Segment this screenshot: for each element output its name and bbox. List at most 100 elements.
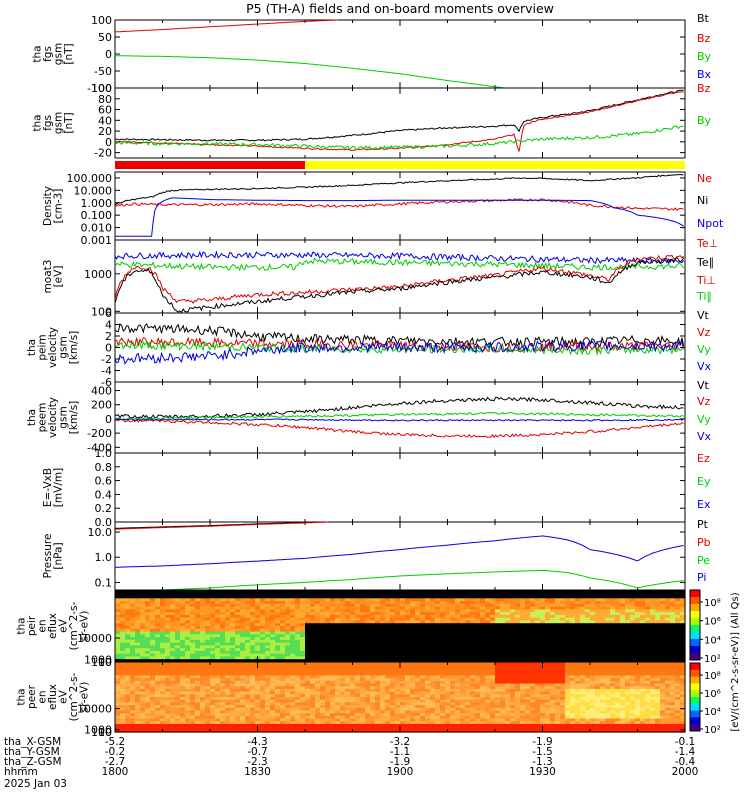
heatmap-cell: [340, 648, 346, 652]
heatmap-cell: [195, 664, 201, 668]
heatmap-cell: [325, 678, 331, 682]
heatmap-cell: [595, 634, 601, 638]
heatmap-cell: [625, 614, 631, 619]
heatmap-cell: [140, 713, 146, 717]
heatmap-cell: [175, 603, 181, 608]
heatmap-cell: [285, 670, 291, 674]
heatmap-cell: [365, 721, 371, 725]
heatmap-cell: [540, 653, 546, 658]
heatmap-cell: [205, 686, 211, 690]
heatmap-cell: [170, 614, 176, 619]
heatmap-cell: [310, 642, 316, 646]
heatmap-cell: [480, 620, 486, 624]
heatmap-cell: [270, 614, 276, 619]
heatmap-cell: [125, 617, 131, 622]
heatmap-cell: [310, 628, 316, 633]
heatmap-cell: [345, 718, 351, 722]
heatmap-cell: [240, 664, 246, 668]
heatmap-cell: [550, 653, 556, 658]
heatmap-cell: [265, 601, 271, 605]
heatmap-cell: [530, 631, 536, 635]
heatmap-cell: [585, 634, 591, 638]
y-tick-label: 40: [98, 114, 112, 127]
heatmap-cell: [390, 713, 396, 717]
heatmap-cell: [180, 606, 186, 610]
heatmap-cell: [530, 628, 536, 633]
heatmap-cell: [200, 688, 206, 693]
heatmap-cell: [215, 656, 221, 660]
heatmap-cell: [410, 705, 416, 709]
heatmap-cell: [140, 614, 146, 619]
heatmap-cell: [200, 653, 206, 658]
heatmap-cell: [470, 592, 476, 597]
heatmap-cell: [320, 648, 326, 652]
heatmap-cell: [430, 592, 436, 597]
heatmap-cell: [455, 595, 461, 599]
heatmap-cell: [230, 631, 236, 635]
heatmap-cell: [400, 694, 406, 698]
heatmap-cell: [405, 667, 411, 671]
heatmap-cell: [180, 707, 186, 712]
heatmap-cell: [225, 697, 231, 701]
heatmap-cell: [320, 590, 326, 594]
heatmap-cell: [250, 645, 256, 649]
heatmap-cell: [255, 699, 261, 703]
heatmap-cell: [165, 707, 171, 712]
heatmap-cell: [485, 628, 491, 633]
heatmap-cell: [575, 626, 581, 630]
heatmap-cell: [135, 642, 141, 646]
heatmap-cell: [385, 617, 391, 622]
heatmap-cell: [405, 678, 411, 682]
heatmap-cell: [115, 601, 121, 605]
heatmap-cell: [330, 691, 336, 695]
heatmap-cell: [600, 603, 606, 608]
heatmap-cell: [390, 715, 396, 720]
heatmap-cell: [180, 631, 186, 635]
heatmap-cell: [375, 595, 381, 599]
heatmap-cell: [610, 609, 616, 613]
heatmap-cell: [390, 645, 396, 649]
heatmap-cell: [575, 653, 581, 658]
heatmap-cell: [260, 609, 266, 613]
y-tick-label: -6: [101, 376, 112, 389]
heatmap-cell: [240, 650, 246, 655]
heatmap-cell: [625, 606, 631, 610]
heatmap-cell: [425, 650, 431, 655]
heatmap-cell: [510, 603, 516, 608]
heatmap-cell: [330, 705, 336, 709]
heatmap-cell: [575, 656, 581, 660]
heatmap-cell: [385, 662, 391, 666]
heatmap-cell: [500, 609, 506, 613]
heatmap-cell: [205, 667, 211, 671]
heatmap-cell: [265, 606, 271, 610]
heatmap-cell: [270, 606, 276, 610]
heatmap-cell: [225, 637, 231, 641]
heatmap-cell: [415, 631, 421, 635]
heatmap-cell: [400, 699, 406, 703]
heatmap-cell: [360, 645, 366, 649]
heatmap-cell: [425, 598, 431, 602]
heatmap-cell: [120, 697, 126, 701]
heatmap-cell: [310, 659, 316, 663]
heatmap-cell: [490, 592, 496, 597]
heatmap-cell: [620, 648, 626, 652]
heatmap-cell: [655, 612, 661, 616]
heatmap-cell: [225, 705, 231, 709]
heatmap-cell: [595, 642, 601, 646]
heatmap-cell: [175, 659, 181, 663]
heatmap-cell: [375, 603, 381, 608]
heatmap-cell: [610, 617, 616, 622]
heatmap-cell: [180, 713, 186, 717]
heatmap-cell: [300, 713, 306, 717]
heatmap-cell: [230, 726, 236, 730]
heatmap-cell: [475, 620, 481, 624]
heatmap-cell: [290, 609, 296, 613]
heatmap-cell: [125, 678, 131, 682]
heatmap-cell: [225, 592, 231, 597]
heatmap-cell: [120, 598, 126, 602]
heatmap-cell: [645, 637, 651, 641]
heatmap-cell: [290, 595, 296, 599]
heatmap-cell: [460, 603, 466, 608]
heatmap-cell: [365, 631, 371, 635]
heatmap-cell: [635, 592, 641, 597]
